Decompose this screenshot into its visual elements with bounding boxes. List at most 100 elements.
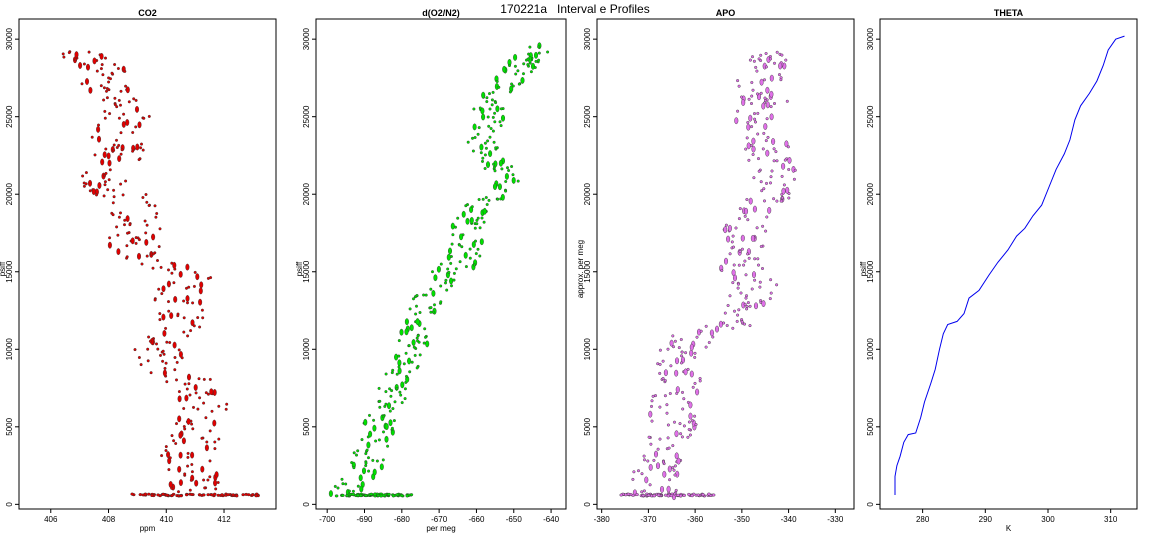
data-point: [640, 472, 644, 476]
data-point: [190, 470, 194, 474]
data-point: [194, 391, 198, 395]
data-point: [695, 388, 700, 396]
data-point: [471, 241, 476, 248]
y-tick-label: 10000: [583, 338, 592, 361]
data-point: [166, 451, 171, 458]
data-point: [200, 436, 204, 440]
data-point: [433, 303, 437, 307]
data-point: [373, 492, 377, 496]
x-tick-label: -360: [687, 515, 704, 524]
data-point: [693, 351, 697, 355]
data-point: [160, 292, 164, 296]
data-point: [681, 390, 685, 394]
data-point: [743, 214, 747, 218]
data-point: [117, 116, 121, 120]
data-point: [656, 462, 661, 470]
data-point: [405, 494, 410, 498]
y-tick-label: 0: [866, 502, 875, 507]
data-point: [351, 489, 355, 493]
data-point: [100, 63, 104, 67]
data-point: [493, 111, 497, 115]
data-point: [526, 57, 530, 61]
x-tick-label: -660: [468, 515, 485, 524]
data-point: [355, 453, 359, 457]
data-point: [103, 183, 107, 187]
data-point: [770, 169, 774, 173]
data-point: [687, 420, 691, 424]
data-point: [534, 51, 539, 59]
data-point: [205, 440, 209, 444]
data-point: [637, 469, 641, 473]
data-point: [388, 409, 392, 413]
data-point: [454, 225, 458, 229]
data-point: [367, 469, 371, 473]
data-point: [495, 105, 500, 113]
data-point: [167, 309, 171, 313]
data-point: [168, 456, 172, 460]
data-point: [787, 156, 792, 164]
x-tick-label: 408: [102, 515, 116, 524]
data-point: [413, 353, 417, 357]
data-point: [747, 256, 751, 260]
data-point: [422, 293, 426, 297]
data-point: [397, 367, 402, 375]
data-point: [173, 295, 178, 303]
panel-1: CO2 406 408 410 412 0 5000 10000 15000 20000 25000…: [0, 8, 277, 533]
data-point: [135, 143, 140, 151]
data-point: [678, 422, 682, 426]
data-point: [405, 374, 409, 378]
scatter-series: [328, 42, 550, 498]
data-point: [190, 422, 194, 426]
data-point: [481, 197, 485, 201]
data-point: [720, 269, 724, 273]
data-point: [693, 414, 697, 418]
data-point: [754, 120, 758, 124]
data-point: [195, 273, 200, 281]
data-point: [738, 207, 742, 211]
data-point: [471, 136, 475, 140]
data-point: [481, 159, 485, 163]
data-point: [378, 405, 382, 409]
data-point: [118, 103, 122, 107]
data-point: [154, 342, 158, 346]
data-point: [87, 179, 92, 187]
data-point: [737, 308, 741, 312]
data-point: [477, 197, 481, 201]
data-point: [139, 146, 143, 150]
data-point: [758, 285, 762, 289]
data-point: [508, 90, 512, 94]
data-point: [481, 156, 485, 160]
x-tick-label: 406: [44, 515, 58, 524]
data-point: [750, 80, 754, 84]
data-point: [172, 261, 177, 269]
data-point: [757, 263, 761, 267]
data-point: [102, 98, 106, 102]
data-point: [746, 120, 750, 124]
x-tick-label: -680: [394, 515, 411, 524]
data-point: [161, 285, 166, 293]
data-point: [198, 396, 202, 400]
data-point: [105, 86, 109, 90]
data-point: [514, 72, 518, 76]
data-point: [178, 350, 183, 358]
data-point: [106, 188, 110, 192]
data-point: [177, 465, 182, 473]
data-point: [449, 261, 453, 265]
data-point: [142, 116, 146, 120]
data-point: [97, 182, 102, 189]
data-point: [485, 100, 489, 104]
data-point: [364, 493, 368, 497]
data-point: [213, 447, 217, 451]
data-point: [118, 211, 122, 215]
data-point: [495, 79, 499, 83]
data-point: [792, 177, 796, 181]
data-point: [433, 274, 438, 282]
data-point: [785, 186, 790, 194]
data-point: [113, 96, 117, 100]
data-point: [328, 490, 333, 497]
data-point: [751, 88, 755, 92]
data-point: [784, 140, 789, 148]
data-point: [520, 77, 525, 84]
data-point: [458, 243, 462, 247]
